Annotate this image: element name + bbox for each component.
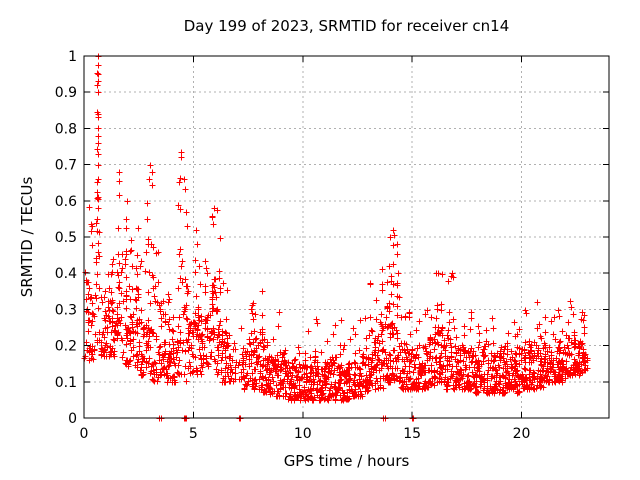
y-tick-label: 0.3 <box>55 302 77 318</box>
x-tick-label: 15 <box>403 426 421 442</box>
y-tick-label: 0.5 <box>55 230 77 246</box>
y-tick-label: 0.6 <box>55 194 77 210</box>
y-tick-label: 0.4 <box>55 266 77 282</box>
y-tick-label: 1 <box>68 49 77 65</box>
x-tick-labels: 0 5 10 15 20 <box>80 426 531 442</box>
y-tick-label: 0.9 <box>55 85 77 101</box>
x-tick-label: 10 <box>294 426 312 442</box>
y-tick-label: 0.7 <box>55 158 77 174</box>
x-axis-title: GPS time / hours <box>283 452 410 470</box>
y-tick-label: 0.2 <box>55 339 77 355</box>
x-tick-label: 0 <box>80 426 89 442</box>
y-tick-label: 0.8 <box>55 121 77 137</box>
data-points <box>81 53 591 422</box>
chart-title: Day 199 of 2023, SRMTID for receiver cn1… <box>183 17 510 35</box>
y-tick-label: 0.1 <box>55 375 77 391</box>
x-tick-label: 5 <box>189 426 198 442</box>
y-tick-label: 0 <box>68 411 77 427</box>
x-tick-label: 20 <box>513 426 531 442</box>
tick-marks <box>83 55 609 419</box>
y-tick-labels: 0 0.1 0.2 0.3 0.4 0.5 0.6 0.7 0.8 0.9 1 <box>55 49 77 427</box>
